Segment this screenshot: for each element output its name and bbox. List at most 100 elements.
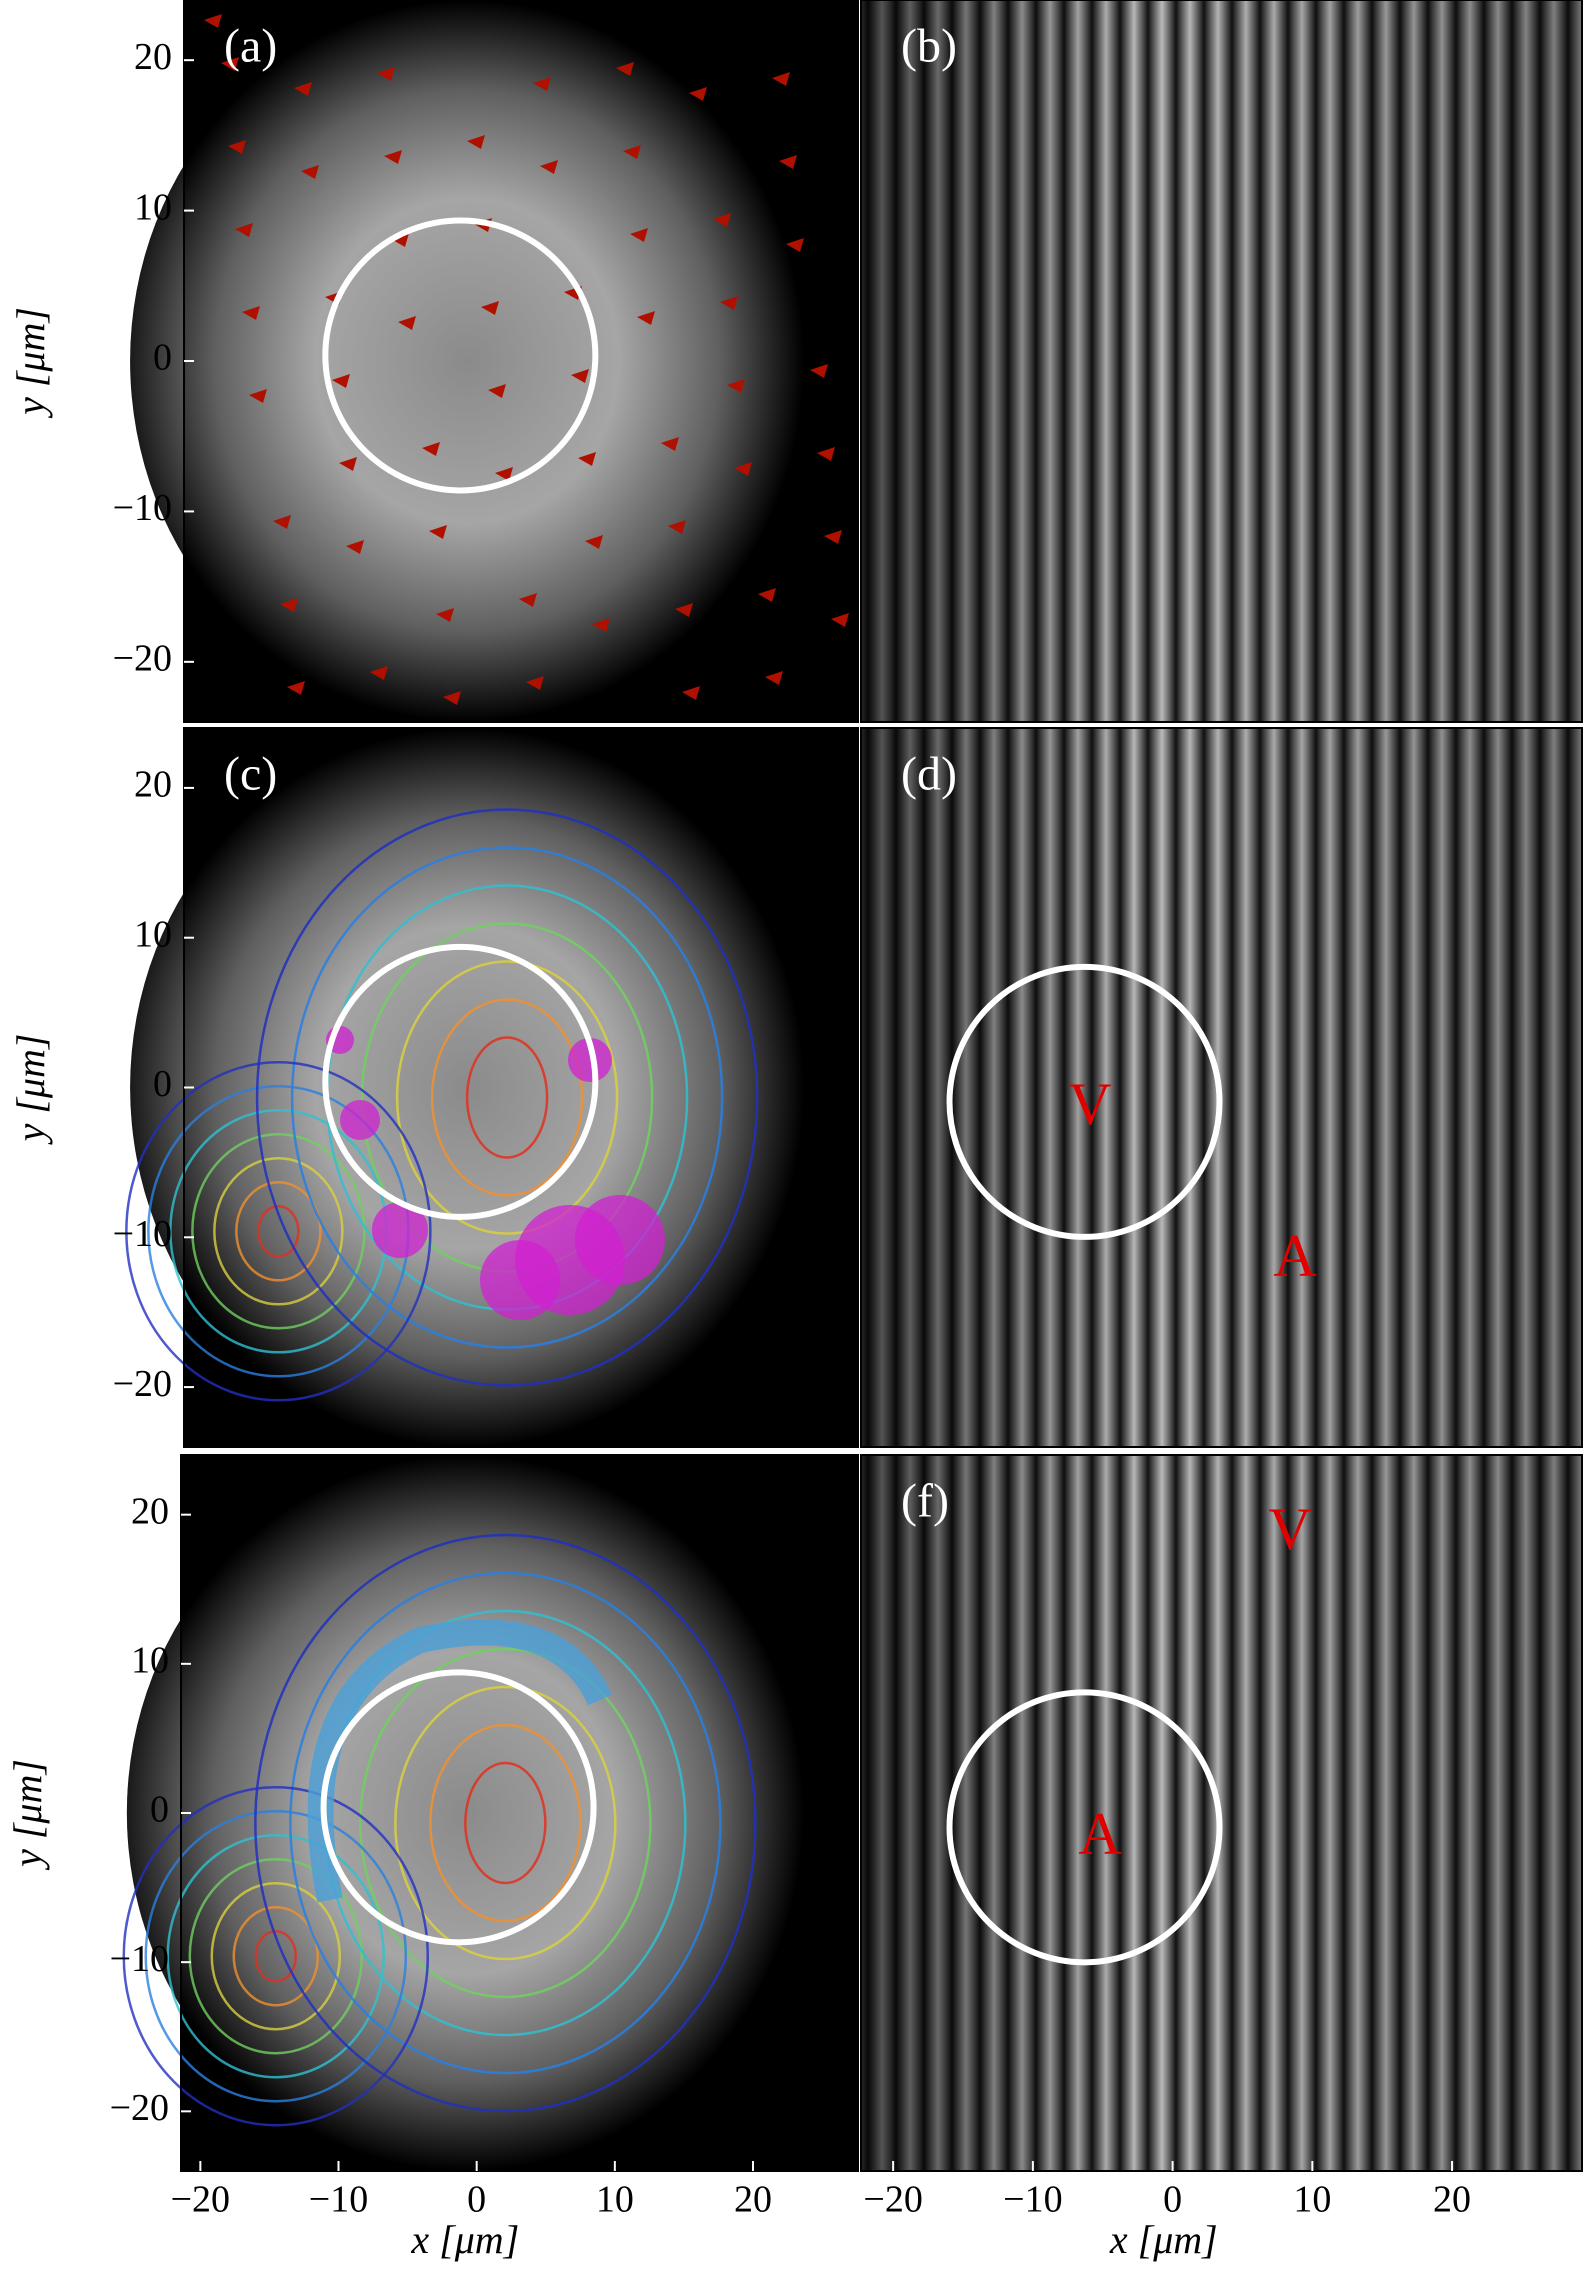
x-tick-label: −20 — [863, 2179, 922, 2221]
core-circle — [946, 963, 1223, 1240]
flow-arrow — [720, 296, 738, 310]
x-tick-label: 20 — [1433, 2179, 1471, 2221]
flow-arrow — [235, 223, 253, 237]
contour — [191, 1133, 366, 1330]
flow-arrow — [578, 452, 596, 466]
flow-arrow — [540, 160, 558, 174]
contour — [359, 1647, 652, 1999]
flow-arrow — [429, 525, 447, 539]
flow-arrow — [668, 520, 686, 534]
flow-arrow — [346, 540, 364, 554]
contour — [254, 1533, 757, 2113]
flow-arrow — [630, 228, 648, 242]
marker — [568, 1038, 612, 1082]
contour — [210, 1881, 342, 2031]
flow-arrow — [391, 233, 409, 247]
flow-arrow — [398, 316, 416, 330]
contour — [235, 1181, 322, 1282]
y-tick-label: 20 — [131, 1490, 169, 1532]
flow-arrow — [488, 384, 506, 398]
y-tick-label: 0 — [150, 1789, 169, 1831]
annotation: A — [1273, 1223, 1316, 1289]
panel: (b) — [860, 0, 1583, 723]
y-axis-label: y [μm] — [8, 307, 53, 419]
contour — [465, 1036, 549, 1159]
flow-arrow — [443, 691, 461, 705]
contour — [395, 960, 619, 1235]
flow-arrow — [280, 598, 298, 612]
flow-arrow — [533, 77, 551, 91]
flow-arrow — [758, 588, 776, 602]
flow-arrow — [422, 442, 440, 456]
x-axis-label: x [μm] — [1109, 2217, 1218, 2262]
x-tick-label: −20 — [171, 2179, 230, 2221]
flow-arrow — [689, 87, 707, 101]
core-circle — [322, 943, 599, 1220]
panel: −20 −10 0 10 20 y [μm] −20 −10 0 10 20 x [μm] — [5, 1454, 859, 2262]
flow-arrow — [481, 301, 499, 315]
panel: (c) −20 −10 0 10 20 y [μm] — [8, 727, 859, 1448]
flow-arrow — [249, 389, 267, 403]
annotation: A — [1078, 1801, 1121, 1867]
flow-arrow — [592, 618, 610, 632]
contour — [257, 1205, 300, 1258]
contour — [213, 1157, 344, 1306]
x-tick-label: 0 — [1163, 2179, 1182, 2221]
flow-arrow — [495, 467, 513, 481]
flow-arrow — [661, 437, 679, 451]
annotation: V — [1268, 1496, 1311, 1562]
flow-arrow — [765, 671, 783, 685]
contour — [429, 1723, 582, 1923]
marker — [480, 1240, 560, 1320]
y-tick-label: −10 — [113, 1213, 172, 1255]
flow-arrow — [221, 57, 239, 71]
flow-arrow — [301, 165, 319, 179]
contour — [232, 1905, 320, 2007]
flow-arrow — [242, 306, 260, 320]
frame — [860, 0, 1583, 723]
panel-label: (b) — [901, 20, 957, 73]
fringe-shade — [861, 0, 1582, 722]
contour — [255, 808, 759, 1387]
panel-label: (d) — [901, 748, 957, 801]
flow-arrow — [817, 447, 835, 461]
flow-arrow — [623, 145, 641, 159]
x-tick-label: 20 — [734, 2179, 772, 2221]
y-tick-label: 20 — [134, 764, 172, 806]
frame — [860, 727, 1583, 1448]
flow-arrow — [436, 608, 454, 622]
contour — [188, 1857, 364, 2055]
y-tick-label: −20 — [110, 2087, 169, 2129]
flow-arrow — [713, 213, 731, 227]
flow-arrow — [204, 14, 222, 28]
x-tick-label: −10 — [309, 2179, 368, 2221]
contour — [125, 1061, 432, 1402]
contour — [430, 998, 584, 1197]
contour — [122, 1785, 430, 2127]
x-tick-label: −10 — [1003, 2179, 1062, 2221]
flow-arrow — [637, 311, 655, 325]
contour — [254, 1929, 298, 1983]
flow-arrow — [727, 379, 745, 393]
annotation: V — [1068, 1071, 1111, 1137]
flow-arrow — [571, 369, 589, 383]
y-tick-label: 10 — [134, 913, 172, 955]
panel: (a) −20 −10 0 10 20 y [μm] — [8, 0, 859, 723]
x-tick-label: 10 — [596, 2179, 634, 2221]
flow-arrow — [377, 67, 395, 81]
marker — [575, 1195, 665, 1285]
flow-arrow — [810, 364, 828, 378]
y-tick-label: 0 — [153, 337, 172, 379]
panel: (f) V A −20 −10 0 10 20 x [μm] — [860, 1454, 1583, 2262]
flow-arrow — [384, 150, 402, 164]
marker — [340, 1100, 380, 1140]
flow-arrow — [273, 515, 291, 529]
y-axis-label: y [μm] — [5, 1759, 50, 1871]
flow-arrow — [675, 603, 693, 617]
panel-label: (c) — [224, 748, 277, 801]
contour — [464, 1761, 547, 1885]
flow-arrow — [786, 238, 804, 252]
flow-arrow — [682, 686, 700, 700]
flow-arrow — [228, 140, 246, 154]
